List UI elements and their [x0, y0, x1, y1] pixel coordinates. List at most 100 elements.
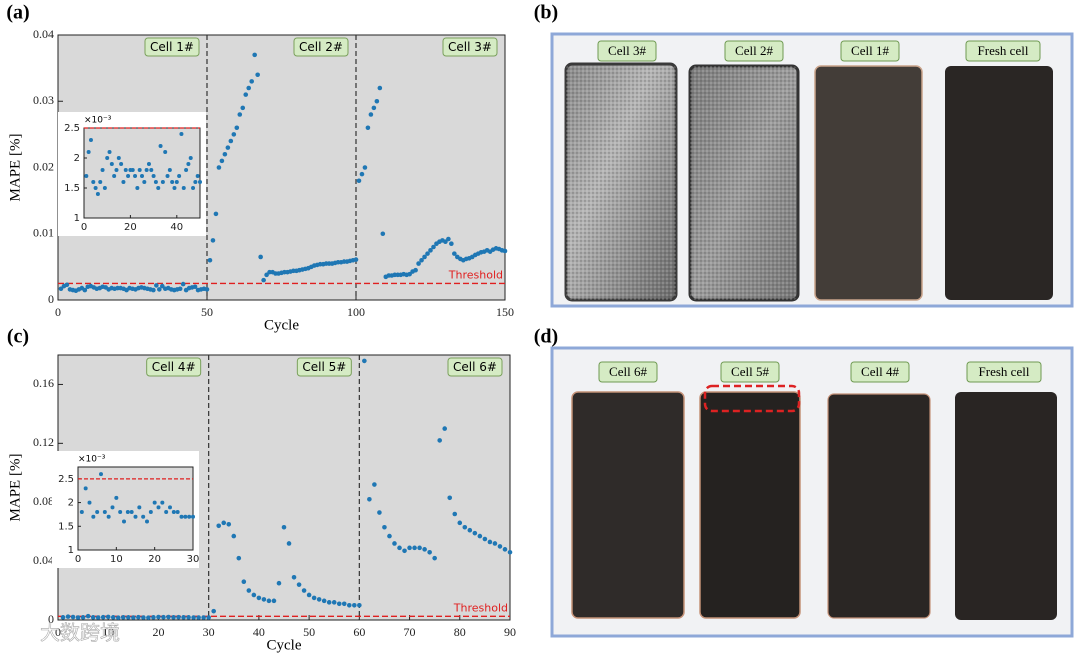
- x-tick-label: 10: [102, 625, 114, 639]
- inset-data-point: [184, 168, 189, 172]
- cell-photo: [571, 391, 685, 619]
- data-point: [412, 545, 417, 551]
- data-point: [210, 238, 216, 243]
- data-point: [419, 257, 424, 263]
- data-point: [180, 281, 186, 287]
- data-point: [136, 614, 141, 620]
- section-label-text: Cell 4#: [152, 360, 196, 374]
- cell-label: Cell 6#: [609, 364, 647, 379]
- x-tick-label: 20: [124, 222, 137, 233]
- data-point: [151, 287, 156, 293]
- section-label-text: Cell 6#: [453, 360, 497, 374]
- data-point: [141, 615, 146, 620]
- inset-data-point: [86, 150, 91, 154]
- data-point: [377, 85, 383, 91]
- x-tick-label: 0: [75, 554, 81, 565]
- section-label: Cell 5#: [296, 357, 352, 377]
- y-axis-label: MAPE [%]: [7, 454, 23, 522]
- data-point: [431, 244, 436, 250]
- section-label: Cell 6#: [447, 357, 503, 377]
- data-point: [264, 272, 269, 278]
- data-point: [100, 614, 106, 620]
- section-label-text: Cell 3#: [448, 40, 492, 54]
- data-point: [80, 615, 86, 620]
- data-point: [311, 595, 317, 601]
- inset-data-point: [135, 186, 140, 190]
- data-point: [207, 257, 213, 263]
- data-point: [115, 615, 121, 620]
- cell-label-box: [720, 361, 780, 383]
- cell-label: Fresh cell: [978, 43, 1029, 58]
- inset-data-point: [179, 132, 184, 136]
- data-point: [64, 282, 70, 288]
- inset-data-point: [91, 514, 96, 519]
- panel-label: (d): [534, 326, 558, 348]
- data-point: [186, 615, 191, 620]
- data-point: [353, 257, 359, 262]
- y-tick-label: 0.12: [33, 435, 54, 449]
- data-point: [365, 125, 371, 131]
- data-point: [105, 614, 111, 620]
- section-label: Cell 3#: [442, 37, 498, 57]
- inset-data-point: [140, 174, 144, 178]
- inset-data-point: [126, 174, 131, 178]
- y-tick-label: 0.04: [33, 27, 54, 41]
- data-point: [255, 72, 260, 78]
- data-point: [261, 277, 266, 283]
- inset-data-point: [148, 510, 153, 515]
- inset-data-point: [133, 514, 138, 519]
- inset-data-point: [79, 510, 84, 515]
- section-label: Cell 2#: [293, 37, 349, 57]
- cell-label-box: [965, 40, 1041, 62]
- data-point: [196, 615, 201, 620]
- section-label-box: [447, 357, 503, 377]
- inset-data-point: [137, 168, 142, 172]
- data-point: [457, 520, 463, 526]
- inset-plot-area: [77, 466, 194, 551]
- panel-label: (a): [6, 2, 29, 24]
- data-point: [226, 522, 232, 527]
- data-point: [502, 248, 508, 254]
- inset-data-point: [114, 495, 119, 500]
- data-point: [204, 287, 210, 292]
- x-tick-label: 0: [55, 305, 61, 319]
- y-tick-label: 2.5: [58, 474, 74, 485]
- data-point: [374, 98, 380, 104]
- inset-data-point: [172, 186, 177, 190]
- data-point: [213, 211, 219, 217]
- data-point: [221, 520, 227, 526]
- inset-data-point: [106, 514, 111, 519]
- panel-label: (b): [534, 2, 558, 24]
- data-point: [301, 588, 307, 593]
- data-point: [416, 261, 421, 266]
- data-point: [120, 615, 126, 620]
- data-point: [222, 151, 228, 157]
- cell-label-box: [724, 40, 784, 62]
- data-point: [228, 138, 234, 144]
- inset-data-point: [121, 180, 126, 184]
- data-point: [151, 615, 156, 620]
- inset-multiplier: ×10⁻³: [84, 116, 112, 126]
- data-point: [371, 105, 377, 111]
- inset-data-point: [133, 174, 138, 178]
- data-point: [407, 271, 412, 277]
- x-tick-label: 50: [303, 625, 315, 639]
- data-point: [326, 600, 332, 605]
- inset-data-point: [88, 138, 93, 142]
- inset-data-point: [152, 500, 157, 505]
- data-point: [216, 165, 222, 170]
- x-tick-label: 40: [170, 222, 183, 233]
- cell-label: Cell 4#: [861, 364, 899, 379]
- data-point: [154, 283, 159, 288]
- data-point: [85, 613, 91, 619]
- data-point: [296, 582, 302, 587]
- data-point: [95, 615, 101, 620]
- inset-data-point: [112, 174, 117, 178]
- cell-label-box: [966, 361, 1042, 383]
- data-point: [234, 125, 240, 131]
- data-point: [160, 283, 165, 289]
- y-tick-label: 0.08: [33, 494, 54, 508]
- inset-data-point: [122, 519, 126, 524]
- data-point: [237, 112, 243, 117]
